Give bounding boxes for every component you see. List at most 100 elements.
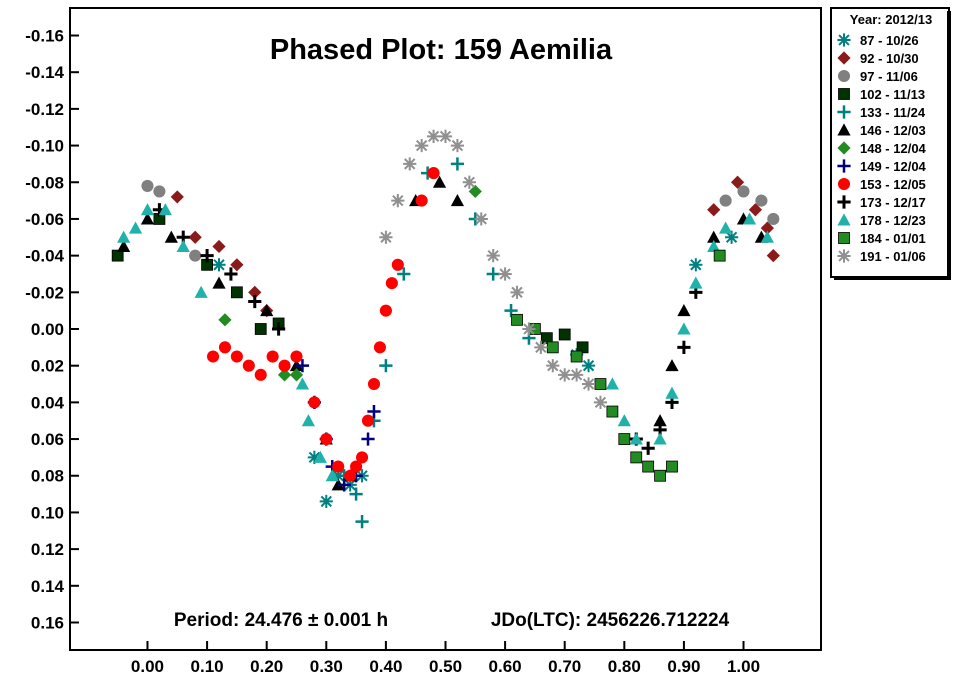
data-point <box>581 377 596 391</box>
data-point <box>367 377 381 391</box>
data-point <box>511 313 523 326</box>
data-point <box>593 395 608 409</box>
legend-marker <box>837 51 851 65</box>
data-point <box>630 451 643 464</box>
data-point <box>462 175 476 189</box>
epoch-label: JDo(LTC): 2456226.712224 <box>491 610 730 631</box>
legend-item: 173 - 12/17 <box>837 195 926 210</box>
legend-marker <box>837 177 851 191</box>
series <box>117 203 774 482</box>
chart-title: Phased Plot: 159 Aemilia <box>270 34 613 66</box>
legend-marker <box>837 159 851 173</box>
data-point <box>242 359 255 372</box>
legend-marker <box>837 69 851 83</box>
data-point <box>254 323 267 335</box>
data-point <box>719 194 732 207</box>
data-point <box>385 277 398 290</box>
legend-item: 153 - 12/05 <box>837 177 926 192</box>
legend-label: 148 - 12/04 <box>860 141 927 156</box>
legend-marker <box>837 33 851 47</box>
data-point <box>117 230 131 243</box>
data-point <box>319 494 333 509</box>
data-point <box>438 129 453 143</box>
data-point <box>373 341 386 354</box>
data-point <box>212 239 226 254</box>
x-tick-label: 0.10 <box>191 657 224 676</box>
x-tick-label: 0.20 <box>250 657 283 676</box>
data-point <box>337 478 351 492</box>
data-point <box>450 157 465 171</box>
data-point <box>605 377 619 390</box>
data-point <box>295 359 310 373</box>
data-point <box>356 451 369 464</box>
legend-item: 133 - 11/24 <box>837 105 926 120</box>
legend-label: 178 - 12/23 <box>860 213 926 228</box>
data-point <box>218 313 232 327</box>
y-tick-label: -0.10 <box>25 137 64 156</box>
data-point <box>301 414 316 427</box>
y-tick-label: 0.04 <box>31 393 65 412</box>
data-point <box>379 304 392 317</box>
data-point <box>665 386 679 399</box>
series <box>141 179 780 262</box>
data-point <box>558 368 572 382</box>
data-point <box>665 359 679 372</box>
data-point <box>153 185 166 198</box>
data-point <box>189 249 202 262</box>
data-point <box>450 194 465 207</box>
data-point <box>248 285 262 299</box>
data-point <box>618 433 631 445</box>
data-point <box>653 414 667 427</box>
y-tick-label: -0.02 <box>25 283 64 302</box>
data-point <box>361 432 375 446</box>
data-point <box>677 304 691 317</box>
y-tick-label: 0.12 <box>31 540 64 559</box>
data-point <box>313 450 327 463</box>
legend-label: 92 - 10/30 <box>860 51 919 66</box>
legend-label: 149 - 12/04 <box>860 159 927 174</box>
data-point <box>486 267 500 281</box>
data-point <box>117 239 131 252</box>
data-point <box>654 469 666 482</box>
data-point <box>576 341 589 354</box>
data-point <box>277 368 292 382</box>
data-point <box>558 328 571 341</box>
legend-marker <box>837 213 851 226</box>
legend-item: 102 - 11/13 <box>838 87 925 102</box>
legend-item: 97 - 11/06 <box>837 69 918 84</box>
legend-marker <box>837 141 851 155</box>
y-tick-label: -0.12 <box>25 100 64 119</box>
data-point <box>128 221 143 234</box>
data-point <box>194 285 208 298</box>
x-tick-label: 1.00 <box>727 657 760 676</box>
legend-title: Year: 2012/13 <box>850 12 932 27</box>
x-tick-label: 0.80 <box>608 657 641 676</box>
data-point <box>546 341 559 354</box>
data-point <box>350 460 363 473</box>
data-point <box>230 286 243 299</box>
data-point <box>212 258 226 272</box>
data-point <box>248 294 262 309</box>
y-tick-label: -0.04 <box>25 247 64 266</box>
data-point <box>570 368 584 382</box>
x-axis: 0.00 0.10 0.20 0.30 0.40 0.50 0.60 0.70 0.80 0.90… <box>131 641 760 676</box>
x-tick-label: 0.30 <box>310 657 343 676</box>
data-point <box>403 157 417 171</box>
data-point <box>266 350 279 363</box>
plot-area <box>69 7 822 651</box>
data-point <box>254 368 267 381</box>
legend-label: 97 - 11/06 <box>860 69 918 84</box>
data-point <box>426 129 441 143</box>
data-point <box>755 194 768 207</box>
y-tick-label: 0.00 <box>31 320 64 339</box>
legend-items: 87 - 10/26 92 - 10/30 97 - 11/06 102 - 11/1… <box>837 33 927 264</box>
data-point <box>629 432 643 445</box>
data-point <box>474 212 488 226</box>
data-point <box>320 433 333 446</box>
data-point <box>642 460 655 473</box>
data-point <box>606 405 619 418</box>
data-point <box>379 359 393 373</box>
data-point <box>415 138 429 153</box>
legend-item: 146 - 12/03 <box>837 123 926 138</box>
data-point <box>427 167 440 180</box>
